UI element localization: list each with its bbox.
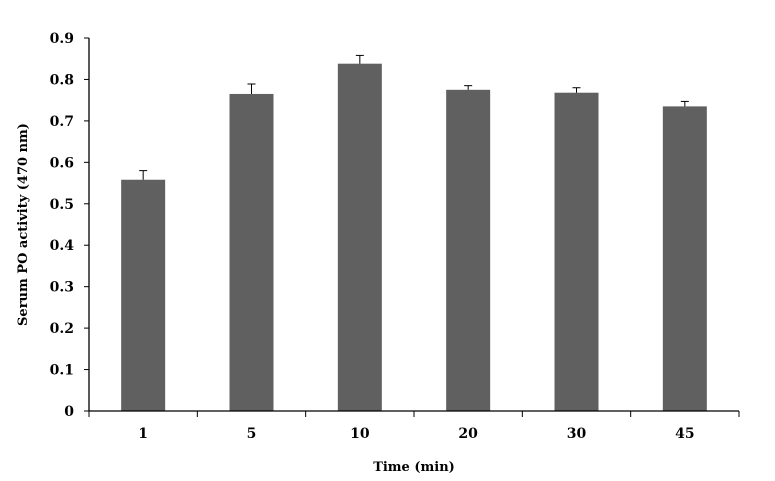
x-tick-label: 1 [138, 426, 148, 442]
error-bars-group [139, 54, 689, 180]
y-ticks-group: 0 0.1 0.2 0.3 0.4 0.5 0.6 0.7 0.8 0.9 [50, 31, 89, 420]
x-ticks-group: 1 5 10 20 30 45 [88, 411, 740, 442]
bar-30 [554, 92, 599, 411]
x-tick-label: 45 [675, 426, 694, 442]
axes-group [88, 38, 739, 412]
bar-20 [446, 89, 491, 412]
bar-10 [337, 63, 382, 411]
y-tick-label: 0.5 [50, 197, 74, 213]
bar-5 [229, 93, 274, 411]
y-tick-label: 0.8 [50, 72, 74, 88]
x-tick-label: 20 [458, 426, 478, 442]
y-tick-label: 0.6 [50, 155, 74, 171]
y-tick-label: 0.2 [50, 321, 74, 337]
y-tick-label: 0.4 [50, 238, 75, 254]
y-tick-label: 0 [64, 404, 74, 420]
bar-1 [121, 179, 166, 411]
y-tick-label: 0.7 [50, 114, 74, 130]
y-tick-label: 0.1 [50, 363, 74, 379]
x-tick-label: 30 [567, 426, 587, 442]
y-tick-label: 0.9 [50, 31, 74, 47]
x-tick-label: 5 [247, 426, 257, 442]
y-axis-title: Serum PO activity (470 nm) [16, 123, 31, 326]
x-tick-label: 10 [350, 426, 370, 442]
y-tick-label: 0.3 [50, 280, 74, 296]
bar-45 [662, 106, 707, 411]
x-axis-title: Time (min) [373, 460, 455, 475]
bars-group [121, 63, 707, 412]
